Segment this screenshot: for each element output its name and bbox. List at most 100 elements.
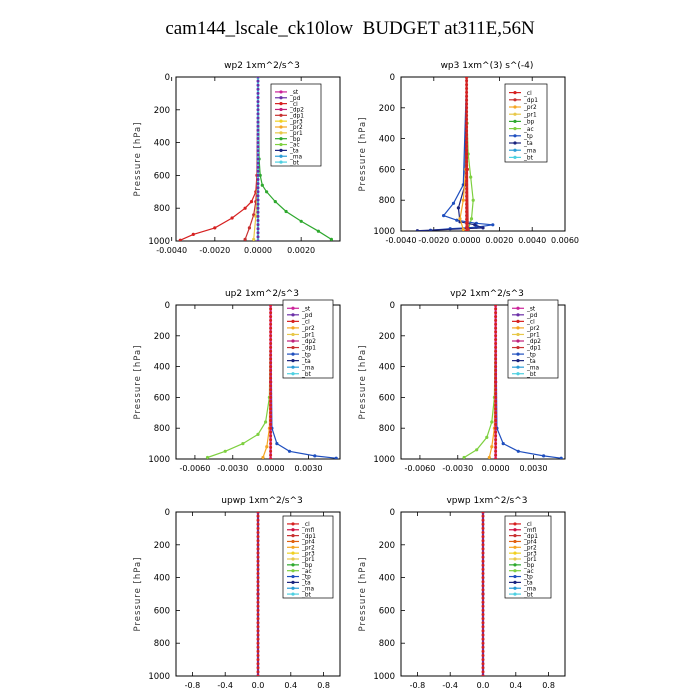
zero-line-marker [269,338,273,342]
legend-label: _ta [301,581,311,587]
zero-line-marker [269,345,273,349]
zero-line-marker [481,580,485,584]
legend-marker-cl [279,102,283,106]
zero-line-marker [481,518,485,522]
legend-label: _bp [289,137,301,143]
zero-line-marker [256,592,260,596]
legend: _cl_mfl_dp1_pr4_pr2_pr3_pr1_bp_ac_tp_ta_… [504,515,552,599]
legend-label: _ac [301,569,312,575]
y-axis-label: Pressure [hPa] [358,117,368,192]
x-tick-label: 0.4 [284,681,297,690]
zero-line-marker [481,608,485,612]
x-tick-label: 0.4 [509,681,522,690]
legend-label: _dp1 [523,98,538,104]
zero-line-marker [481,588,485,592]
zero-line-marker [256,649,260,653]
zero-line-marker [256,563,260,567]
legend-label: _pr2 [523,105,537,111]
series-point-tp [313,454,317,458]
zero-line-marker [465,217,469,221]
panel-title: vpwp 1xm^2/s^3 [446,496,527,506]
legend-marker-cl [291,319,295,323]
zero-line-marker [256,169,260,173]
zero-line-marker [494,345,498,349]
legend-label: _bt [526,372,537,378]
zero-line-marker [465,183,469,187]
zero-line-marker [256,514,260,518]
x-tick-label: 0.0040 [518,236,546,245]
zero-line-marker [465,179,469,183]
panel-title: wp3 1xm^(3) s^(-4) [441,61,534,71]
y-tick-label: 800 [379,196,395,206]
series-point-ac [490,420,494,424]
zero-line-marker [256,604,260,608]
zero-line-marker [256,588,260,592]
chart-panel-vp2: vp2 1xm^2/s^3 0 200 400 600 800 1000 Pressure [… [358,289,566,473]
zero-line-marker [256,214,260,218]
legend: _st_pd_cl_pr2_pr1_dp2_dp1_tp_ta_ma_bt [507,299,559,379]
legend-marker-ac [513,127,517,131]
series-point-ac [462,455,466,459]
zero-line-marker [465,210,469,214]
legend: _st_pd_cl_pr2_pr1_dp2_dp1_tp_ta_ma_bt [282,299,334,379]
y-tick-label: 1000 [148,455,170,465]
zero-line-marker [494,326,498,330]
plot-frame [400,304,566,460]
y-tick-label: 200 [154,332,170,342]
legend-marker-ma [516,365,520,369]
zero-line-marker [256,567,260,571]
zero-line-marker [256,186,260,190]
zero-line-marker [481,625,485,629]
y-tick-label: 0 [390,508,395,518]
legend-marker-cl [291,522,295,526]
x-tick-label: -0.4 [217,681,233,690]
legend-marker-ta [291,359,295,363]
legend-marker-ta [513,580,517,584]
legend-label: _cl [301,522,310,528]
zero-line-marker [465,175,469,179]
legend-marker-bt [513,592,517,596]
zero-line-marker [465,194,469,198]
series-point-ac [475,448,479,452]
series-point-pr1 [254,214,258,218]
zero-line-marker [256,157,260,161]
series-group [415,77,495,231]
zero-line-marker [481,629,485,633]
series-point-pr2 [261,455,265,459]
y-tick-label: 400 [154,363,170,373]
series-point-ta [415,229,419,231]
legend-label: _cl [526,320,535,326]
legend-marker-bt [279,160,283,164]
series-point-pr2 [461,227,465,231]
zero-line-marker [269,311,273,315]
y-tick-label: 1000 [373,227,395,237]
legend-label: _dp2 [301,339,316,345]
series-point-cl [213,226,217,230]
x-tick-label: -0.0060 [179,464,210,473]
legend-label: _st [289,90,299,96]
series-point-pr2 [265,445,269,449]
x-tick-label: -0.0030 [442,464,473,473]
legend-label: _ma [526,365,540,371]
zero-line-marker [256,100,260,104]
zero-line-marker [494,384,498,388]
legend-label: _bp [523,563,535,569]
x-tick-label: 0.8 [317,681,330,690]
zero-line-marker [256,235,260,239]
zero-line-marker [465,148,469,152]
legend-marker-bt [513,155,517,159]
zero-line-marker [256,239,260,241]
zero-line-marker [481,547,485,551]
zero-line-marker [481,567,485,571]
zero-line-marker [494,357,498,361]
legend-label: _tp [526,352,536,358]
y-axis-label: Pressure [hPa] [358,345,368,420]
legend-marker-ta [279,148,283,152]
zero-line-marker [481,641,485,645]
legend-marker-pr1 [516,332,520,337]
x-tick-label: -0.0040 [386,236,417,245]
legend-marker-tp [513,574,517,579]
zero-line-marker [481,592,485,596]
legend-marker-pr2 [516,326,520,330]
legend-label: _pd [289,96,301,102]
